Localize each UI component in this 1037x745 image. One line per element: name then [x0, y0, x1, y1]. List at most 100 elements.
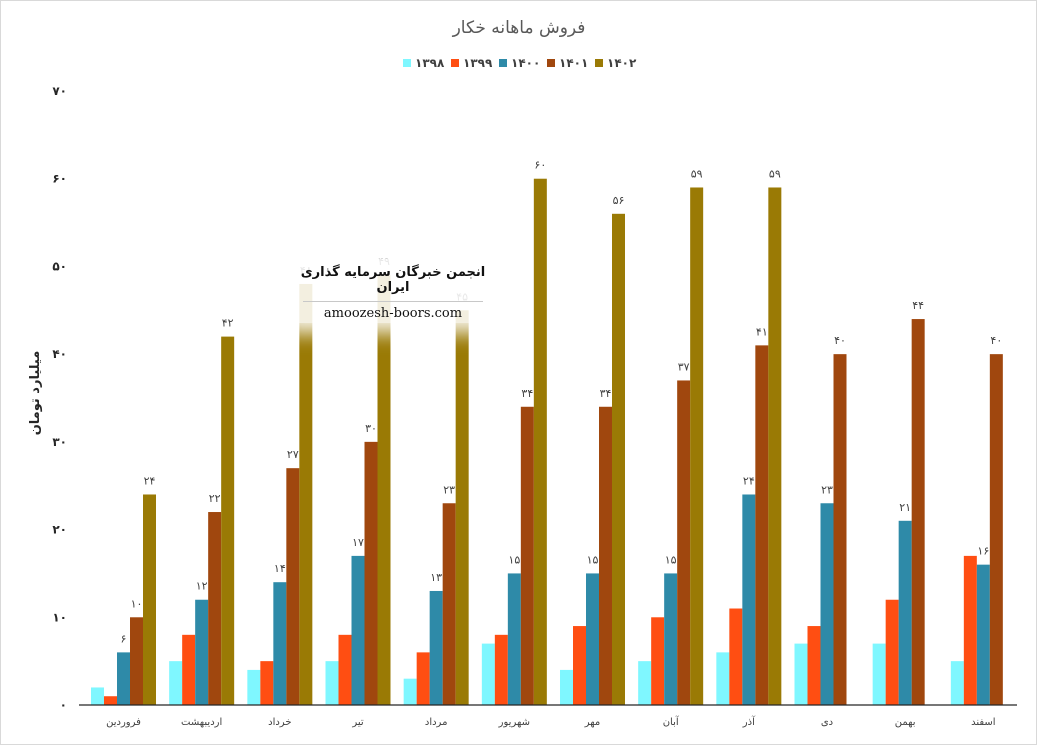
data-label: ۲۳ — [443, 483, 455, 496]
data-label: ۶۰ — [534, 159, 546, 172]
data-label: ۲۴ — [743, 474, 755, 487]
y-axis-label: میلیارد تومان — [28, 351, 43, 436]
data-label: ۶ — [121, 632, 127, 645]
legend-label: ۱۴۰۱ — [559, 56, 588, 70]
data-label: ۴۰ — [990, 334, 1002, 347]
data-label: ۳۰ — [365, 422, 377, 435]
x-tick-label: مرداد — [425, 717, 448, 728]
bar — [768, 187, 782, 705]
bar — [963, 555, 977, 705]
watermark-organization: انجمن خبرگان سرمایه گذاری ایران — [300, 265, 486, 295]
bar — [742, 494, 756, 705]
bar — [325, 661, 339, 705]
data-label: ۱۴ — [274, 562, 286, 575]
bar — [898, 520, 912, 705]
data-label: ۱۵ — [508, 553, 520, 566]
data-label: ۵۶ — [613, 194, 625, 207]
bar — [104, 696, 117, 705]
bar — [351, 555, 365, 705]
bar — [755, 345, 769, 705]
data-label: ۱۲ — [196, 580, 208, 593]
bar — [833, 354, 847, 705]
bar — [638, 661, 652, 705]
data-label: ۱۶ — [977, 545, 989, 558]
bar — [586, 573, 599, 705]
bar — [950, 661, 964, 705]
data-label: ۱۵ — [665, 553, 677, 566]
bar — [221, 336, 235, 705]
data-label: ۳۴ — [600, 387, 612, 400]
x-tick-label: شهریور — [498, 717, 530, 728]
legend-label: ۱۴۰۲ — [607, 56, 637, 70]
data-label: ۲۷ — [287, 448, 299, 461]
data-label: ۲۲ — [209, 492, 221, 505]
data-label: ۴۱ — [756, 325, 768, 338]
legend-swatch — [595, 59, 603, 67]
chart-title: فروش ماهانه خکار — [452, 18, 586, 38]
y-tick-label: ۴۰ — [52, 347, 67, 361]
bar — [820, 503, 834, 705]
bar — [455, 310, 469, 705]
data-labels: ۶۱۰۲۴۱۲۲۲۴۲۱۴۲۷۴۸۱۷۳۰۴۹۱۳۲۳۴۵۱۵۳۴۶۰۱۵۳۴۵… — [121, 159, 1003, 646]
bar — [729, 608, 743, 705]
bar — [130, 617, 143, 705]
bar — [507, 573, 521, 705]
x-tick-label: آبان — [663, 715, 680, 728]
data-label: ۴۰ — [834, 334, 846, 347]
x-tick-label: خرداد — [268, 717, 291, 728]
bar — [976, 564, 990, 705]
data-label: ۵۹ — [769, 167, 781, 180]
y-tick-label: ۳۰ — [52, 435, 67, 449]
bar — [612, 213, 625, 706]
bar — [403, 678, 417, 705]
bar — [599, 406, 612, 705]
x-tick-label: تیر — [351, 717, 364, 728]
bar — [573, 626, 586, 705]
bar — [885, 599, 899, 705]
legend-swatch — [499, 59, 507, 67]
y-axis: ۰ ۱۰ ۲۰ ۳۰ ۴۰ ۵۰ ۶۰ ۷۰ — [52, 84, 67, 712]
data-label: ۲۴ — [144, 474, 156, 487]
bar — [273, 582, 287, 705]
bar — [338, 634, 352, 705]
watermark-url: amoozesh-boors.com — [323, 306, 463, 321]
bar — [247, 669, 261, 705]
bar — [560, 669, 573, 705]
data-label: ۱۳ — [430, 571, 442, 584]
y-tick-label: ۶۰ — [52, 172, 67, 186]
bar — [664, 573, 678, 705]
data-label: ۴۲ — [222, 317, 234, 330]
bar — [520, 406, 534, 705]
bar — [872, 643, 886, 705]
legend-swatch — [451, 59, 459, 67]
legend-swatch — [403, 59, 411, 67]
watermark: انجمن خبرگان سرمایه گذاری ایران amoozesh… — [293, 259, 493, 323]
bars — [91, 178, 1003, 706]
bar — [364, 441, 378, 705]
x-tick-label: اسفند — [971, 717, 995, 728]
data-label: ۱۷ — [352, 536, 364, 549]
y-tick-label: ۷۰ — [52, 84, 67, 98]
bar — [416, 652, 430, 705]
bar — [494, 634, 508, 705]
bar — [429, 590, 443, 705]
x-tick-label: اردیبهشت — [181, 717, 222, 728]
data-label: ۲۱ — [899, 501, 911, 514]
bar — [169, 661, 183, 705]
bar — [716, 652, 730, 705]
data-label: ۲۳ — [821, 483, 833, 496]
x-tick-label: مهر — [584, 717, 600, 728]
data-label: ۳۷ — [678, 360, 690, 373]
bar — [794, 643, 808, 705]
legend-label: ۱۳۹۸ — [415, 56, 445, 70]
bar — [677, 380, 691, 705]
x-tick-label: دی — [821, 717, 833, 728]
bar — [533, 178, 547, 705]
bar — [208, 512, 222, 705]
bar — [911, 319, 925, 705]
x-tick-label: آذر — [742, 715, 756, 728]
data-label: ۴۴ — [912, 299, 924, 312]
bar — [690, 187, 704, 705]
x-tick-label: فروردین — [106, 717, 141, 728]
